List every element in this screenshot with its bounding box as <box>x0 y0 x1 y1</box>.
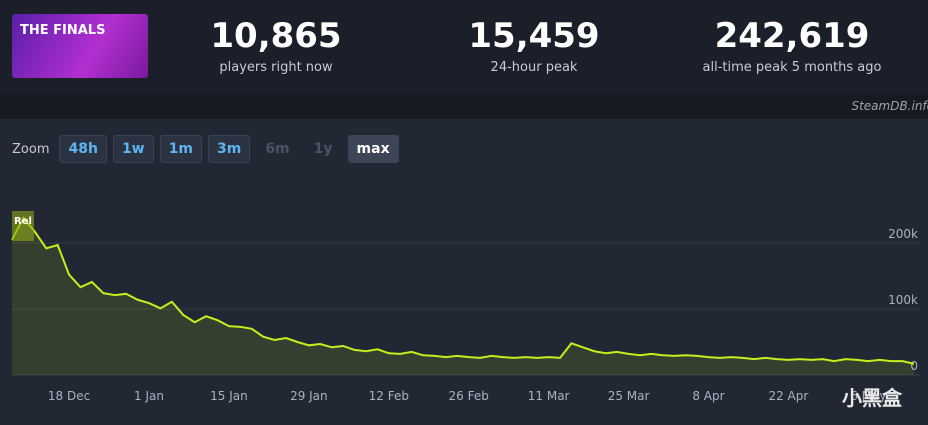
x-tick-label: 29 Jan <box>290 389 328 403</box>
x-tick-label: 26 Feb <box>449 389 489 403</box>
zoom-bar: Zoom 48h 1w 1m 3m 6m 1y max <box>12 135 399 163</box>
x-tick-label: 15 Jan <box>210 389 248 403</box>
stat: 15,459 24-hour peak <box>404 16 664 75</box>
source[interactable]: SteamDB.info <box>851 99 928 113</box>
stat-value: 242,619 <box>714 16 870 56</box>
annotation: Rel <box>14 216 32 227</box>
area <box>12 217 914 375</box>
stat-label: 24-hour peak <box>490 60 578 75</box>
stat-value: 10,865 <box>210 16 342 56</box>
stat: 242,619 all-time peak 5 months ago <box>662 16 922 75</box>
stat: 10,865 players right now <box>146 16 406 75</box>
x-tick-label: 11 Mar <box>528 389 570 403</box>
zoom-button: 6m <box>265 141 290 157</box>
line <box>11 216 915 365</box>
x-tick-label: 6 May <box>850 389 886 403</box>
x-tick-label: 22 Apr <box>768 389 808 403</box>
annotation-box <box>12 211 34 241</box>
watermark: 小黑盒 <box>842 386 902 410</box>
zoom-button[interactable]: 3m <box>207 135 251 163</box>
stat-value: 15,459 <box>468 16 600 56</box>
zoom-button: 1y <box>313 141 333 157</box>
y-tick-label: 0 <box>910 359 918 373</box>
stat-label: all-time peak 5 months ago <box>702 60 882 75</box>
y-tick-label: 200k <box>888 227 918 241</box>
zoom-button[interactable]: 1m <box>159 135 202 163</box>
x-tick-label: 12 Feb <box>369 389 409 403</box>
stat-label: players right now <box>219 60 333 75</box>
source-strip: SteamDB.info <box>0 95 928 119</box>
game-logo[interactable]: THE FINALS <box>12 14 148 78</box>
x-tick-label: 1 Jan <box>134 389 164 403</box>
zoom-button[interactable]: 1w <box>112 135 154 163</box>
y-tick-label: 100k <box>888 293 918 307</box>
zoom-button[interactable]: max <box>347 135 399 163</box>
x-tick-label: 8 Apr <box>692 389 724 403</box>
x-tick-label: 25 Mar <box>608 389 650 403</box>
zoom-label: Zoom <box>12 141 50 157</box>
zoom-button[interactable]: 48h <box>59 135 107 163</box>
header: THE FINALS 10,865 players right now 15,459… <box>0 0 928 95</box>
x-tick-label: 18 Dec <box>48 389 90 403</box>
